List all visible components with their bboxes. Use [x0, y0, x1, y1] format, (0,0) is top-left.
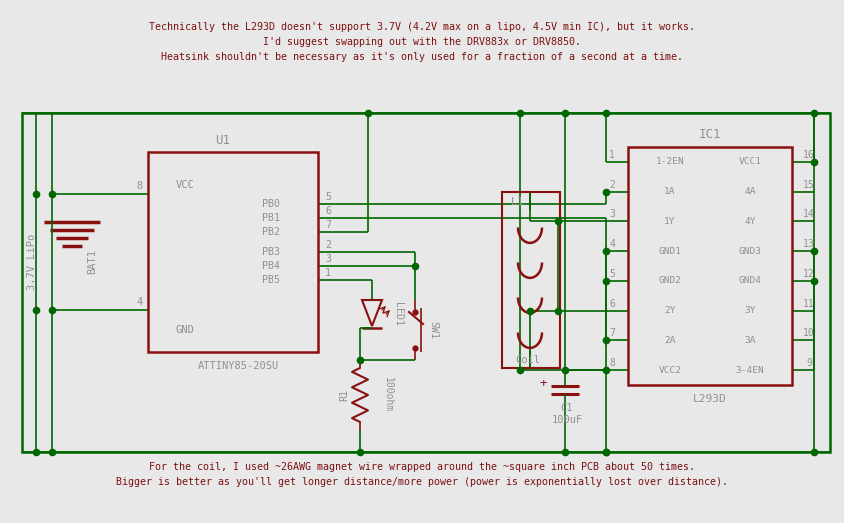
Text: GND4: GND4: [738, 276, 760, 286]
Text: 15: 15: [802, 179, 814, 190]
Text: 100ohm: 100ohm: [382, 378, 392, 413]
Text: 6: 6: [609, 299, 614, 309]
Text: 1: 1: [325, 268, 331, 278]
Text: 2: 2: [325, 240, 331, 250]
Text: 1: 1: [609, 150, 614, 160]
Text: 4A: 4A: [744, 187, 755, 196]
Text: 3: 3: [609, 209, 614, 219]
Text: 11: 11: [802, 299, 814, 309]
Text: 4: 4: [137, 297, 143, 307]
Text: 9: 9: [805, 358, 811, 368]
Text: R1: R1: [338, 389, 349, 401]
Text: 16: 16: [802, 150, 814, 160]
Text: 6: 6: [325, 206, 331, 216]
Text: SW1: SW1: [428, 321, 437, 339]
Text: PB0: PB0: [262, 199, 279, 209]
Text: 2: 2: [609, 179, 614, 190]
Text: 4: 4: [609, 239, 614, 249]
Text: 13: 13: [802, 239, 814, 249]
Text: U1: U1: [215, 133, 230, 146]
Text: PB4: PB4: [262, 261, 279, 271]
Text: 5: 5: [609, 269, 614, 279]
Text: ATTINY85-20SU: ATTINY85-20SU: [197, 361, 279, 371]
Text: 5: 5: [325, 192, 331, 202]
Text: 4Y: 4Y: [744, 217, 755, 226]
Text: VCC2: VCC2: [657, 366, 681, 374]
Text: 12: 12: [802, 269, 814, 279]
Text: Technically the L293D doesn't support 3.7V (4.2V max on a lipo, 4.5V min IC), bu: Technically the L293D doesn't support 3.…: [149, 22, 694, 62]
Text: 100uF: 100uF: [551, 415, 582, 425]
Text: 7: 7: [325, 220, 331, 230]
Text: BAT1: BAT1: [87, 249, 97, 275]
Text: VCC: VCC: [176, 180, 194, 190]
Text: 3: 3: [325, 254, 331, 264]
Text: GND: GND: [176, 325, 194, 335]
Text: 8: 8: [609, 358, 614, 368]
Text: Coil: Coil: [515, 355, 540, 365]
Text: 8: 8: [137, 181, 143, 191]
Text: GND2: GND2: [657, 276, 681, 286]
Text: 2A: 2A: [663, 336, 675, 345]
Text: 3A: 3A: [744, 336, 755, 345]
Text: PB3: PB3: [262, 247, 279, 257]
Text: 7: 7: [609, 328, 614, 338]
Text: LED1: LED1: [392, 302, 403, 326]
Text: GND1: GND1: [657, 247, 681, 256]
Text: 10: 10: [802, 328, 814, 338]
Text: IC1: IC1: [698, 129, 721, 142]
Text: PB2: PB2: [262, 227, 279, 237]
Text: 3.7V LiPo: 3.7V LiPo: [27, 234, 37, 290]
Text: 1A: 1A: [663, 187, 675, 196]
Text: VCC1: VCC1: [738, 157, 760, 166]
Text: +: +: [538, 378, 546, 391]
Text: PB5: PB5: [262, 275, 279, 285]
Text: 2Y: 2Y: [663, 306, 675, 315]
Text: PB1: PB1: [262, 213, 279, 223]
Text: For the coil, I used ~26AWG magnet wire wrapped around the ~square inch PCB abou: For the coil, I used ~26AWG magnet wire …: [116, 462, 728, 487]
Text: 14: 14: [802, 209, 814, 219]
Text: L293D: L293D: [692, 394, 726, 404]
Text: L1: L1: [511, 197, 524, 207]
Text: 1Y: 1Y: [663, 217, 675, 226]
Text: 3Y: 3Y: [744, 306, 755, 315]
Text: GND3: GND3: [738, 247, 760, 256]
Text: C1: C1: [560, 403, 572, 413]
Text: 3-4EN: 3-4EN: [735, 366, 764, 374]
Text: 1-2EN: 1-2EN: [655, 157, 684, 166]
